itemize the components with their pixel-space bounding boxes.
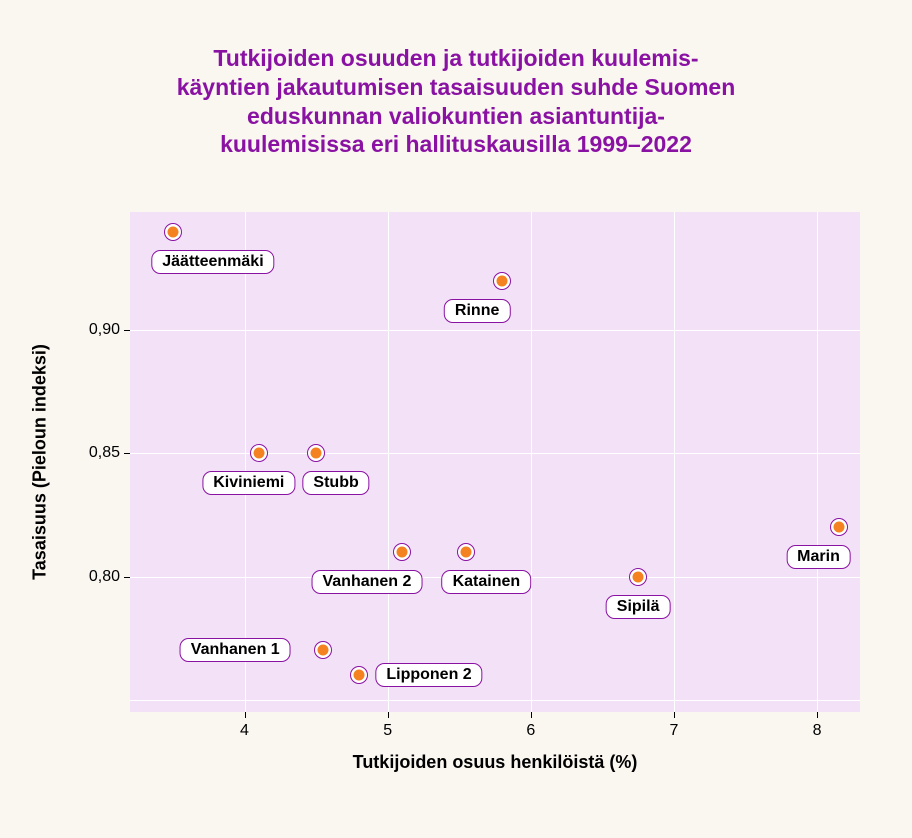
y-tick-label: 0,85 — [80, 444, 120, 462]
x-tick-label: 6 — [526, 722, 535, 740]
y-tick-mark — [124, 330, 130, 331]
gridline-vertical — [531, 212, 532, 712]
x-tick-label: 4 — [240, 722, 249, 740]
x-tick-mark — [817, 712, 818, 718]
data-point-inner — [461, 546, 472, 557]
data-label: Katainen — [442, 570, 532, 594]
data-point-inner — [318, 645, 329, 656]
gridline-horizontal — [130, 700, 860, 701]
chart-plot-area: Jäätteenmäki Rinne Kiviniemi Stubb Marin Vanh… — [130, 212, 860, 712]
x-tick-label: 7 — [669, 722, 678, 740]
y-tick-mark — [124, 453, 130, 454]
x-axis-title: Tutkijoiden osuus henkilöistä (%) — [353, 752, 638, 773]
data-label: Stubb — [302, 471, 369, 495]
data-point-inner — [354, 670, 365, 681]
data-label: Rinne — [444, 299, 510, 323]
y-axis-title: Tasaisuus (Pieloun indeksi) — [30, 344, 51, 580]
x-tick-mark — [388, 712, 389, 718]
gridline-horizontal — [130, 330, 860, 331]
data-point-inner — [311, 448, 322, 459]
data-label: Sipilä — [606, 595, 671, 619]
x-tick-mark — [245, 712, 246, 718]
data-point-inner — [167, 226, 178, 237]
data-point-inner — [633, 571, 644, 582]
data-point-inner — [253, 448, 264, 459]
data-label: Kiviniemi — [202, 471, 295, 495]
data-label: Vanhanen 1 — [180, 638, 291, 662]
gridline-vertical — [817, 212, 818, 712]
y-tick-mark — [124, 577, 130, 578]
gridline-horizontal — [130, 453, 860, 454]
gridline-vertical — [245, 212, 246, 712]
chart-container: Tutkijoiden osuuden ja tutkijoiden kuule… — [0, 0, 912, 838]
x-tick-mark — [531, 712, 532, 718]
x-tick-mark — [674, 712, 675, 718]
data-point-inner — [497, 275, 508, 286]
data-point-inner — [396, 546, 407, 557]
y-tick-label: 0,80 — [80, 568, 120, 586]
gridline-vertical — [388, 212, 389, 712]
data-label: Lipponen 2 — [375, 663, 482, 687]
chart-title: Tutkijoiden osuuden ja tutkijoiden kuule… — [0, 44, 912, 159]
x-tick-label: 5 — [383, 722, 392, 740]
y-tick-label: 0,90 — [80, 321, 120, 339]
data-label: Marin — [786, 545, 851, 569]
data-point-inner — [833, 522, 844, 533]
x-tick-label: 8 — [813, 722, 822, 740]
data-label: Vanhanen 2 — [311, 570, 422, 594]
data-label: Jäätteenmäki — [151, 250, 274, 274]
gridline-vertical — [674, 212, 675, 712]
